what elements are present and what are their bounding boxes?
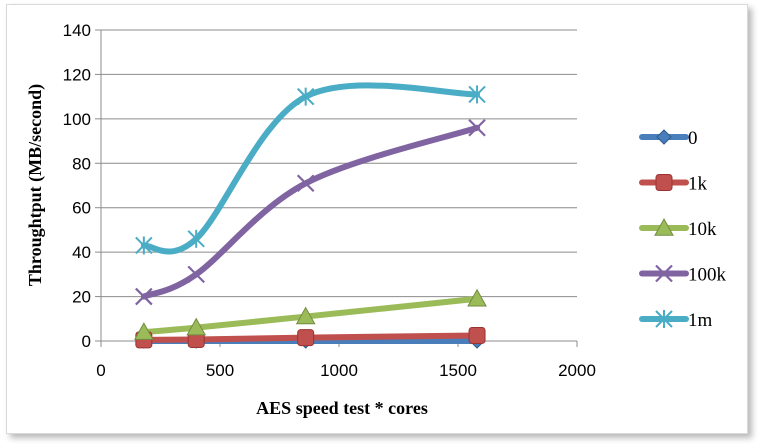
legend-marker-100k xyxy=(655,264,673,283)
y-tick-label-6: 120 xyxy=(63,65,91,84)
x-tick-label-0: 0 xyxy=(96,361,105,380)
legend-label-100k: 100k xyxy=(688,265,727,286)
series-markers xyxy=(133,85,487,349)
legend-label-10k: 10k xyxy=(688,219,717,240)
legend-item-0: 0 xyxy=(639,128,698,149)
x-tick-label-4: 2000 xyxy=(558,361,596,380)
legend-marker-10k xyxy=(654,217,674,236)
legend-marker-1k xyxy=(655,174,673,191)
legend-item-1k: 1k xyxy=(639,174,708,195)
y-tick-label-3: 60 xyxy=(72,199,91,218)
x-tick-labels: 0 500 1000 1500 2000 xyxy=(96,361,596,380)
legend-marker-1m xyxy=(655,310,673,328)
x-tick-label-3: 1500 xyxy=(439,361,477,380)
gridlines xyxy=(101,29,577,298)
axes xyxy=(95,29,578,347)
series-line-10k xyxy=(140,295,481,336)
data-point-1k-2 xyxy=(297,329,315,347)
data-point-10k-2 xyxy=(295,306,316,325)
y-axis-title: Throughtput (MB/second) xyxy=(25,84,46,286)
legend-marker-0 xyxy=(656,129,672,145)
legend-item-10k: 10k xyxy=(639,217,717,240)
series-line-1k xyxy=(140,332,481,343)
y-tick-label-0: 0 xyxy=(82,332,91,351)
y-tick-label-1: 20 xyxy=(72,288,91,307)
legend-label-0: 0 xyxy=(688,128,698,149)
y-tick-label-2: 40 xyxy=(72,243,91,262)
chart-frame xyxy=(6,4,748,434)
y-tick-label-7: 140 xyxy=(63,21,91,40)
series-line-100k xyxy=(140,124,481,300)
data-point-1m-2 xyxy=(296,87,315,106)
data-point-1k-3 xyxy=(468,326,486,344)
y-tick-label-5: 100 xyxy=(63,110,91,129)
x-tick-label-1: 500 xyxy=(206,361,234,380)
data-point-1m-0 xyxy=(135,236,153,255)
legend-item-100k: 100k xyxy=(639,264,727,286)
y-tick-labels: 0 20 40 60 80 100 120 140 xyxy=(63,21,91,351)
legend-label-1m: 1m xyxy=(688,310,713,331)
data-point-100k-2 xyxy=(296,174,315,193)
legend: 0 1k 10k 100k 1m xyxy=(639,128,727,331)
x-axis-title: AES speed test * cores xyxy=(256,398,428,418)
data-point-100k-0 xyxy=(135,287,153,306)
data-point-10k-1 xyxy=(186,317,207,336)
x-tick-label-2: 1000 xyxy=(320,361,358,380)
series-lines xyxy=(140,82,481,345)
y-tick-label-4: 80 xyxy=(72,154,91,173)
data-point-100k-3 xyxy=(468,118,486,137)
data-point-1m-3 xyxy=(468,85,486,104)
data-point-100k-1 xyxy=(187,265,205,284)
legend-item-1m: 1m xyxy=(639,310,713,331)
data-point-10k-0 xyxy=(133,322,154,340)
legend-label-1k: 1k xyxy=(688,174,708,195)
data-point-1m-1 xyxy=(187,229,205,248)
series-line-1m xyxy=(140,82,481,255)
data-point-10k-3 xyxy=(467,288,487,307)
